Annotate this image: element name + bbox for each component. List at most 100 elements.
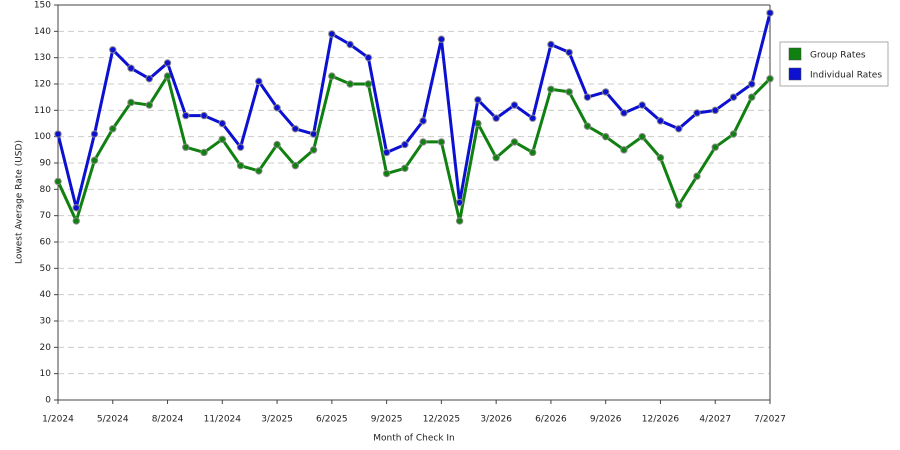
x-tick-label: 12/2025	[423, 415, 460, 425]
point	[455, 217, 464, 225]
point	[382, 169, 391, 178]
y-tick-label: 140	[34, 27, 51, 37]
point	[163, 59, 172, 67]
y-tick-label: 40	[40, 290, 52, 300]
point	[437, 35, 446, 43]
point	[620, 109, 628, 117]
x-tick-label: 8/2024	[152, 415, 184, 425]
x-tick-label: 1/2024	[42, 415, 74, 425]
y-tick-label: 150	[34, 1, 51, 11]
x-tick-label: 12/2026	[642, 415, 680, 425]
y-tick-label: 100	[34, 132, 51, 142]
x-tick-label: 6/2025	[316, 415, 348, 425]
point	[437, 138, 446, 146]
x-tick-label: 9/2025	[371, 415, 403, 425]
y-tick-label: 30	[40, 317, 52, 327]
x-tick-label: 7/2027	[754, 415, 786, 425]
point	[693, 172, 701, 180]
legend-swatch	[788, 67, 802, 81]
point	[90, 156, 99, 165]
legend-label: Group Rates	[810, 51, 866, 61]
point	[711, 143, 719, 151]
point	[236, 161, 245, 170]
point	[328, 72, 336, 80]
x-tick-label: 5/2024	[97, 415, 129, 425]
point	[218, 135, 227, 144]
point	[309, 130, 318, 138]
point	[583, 122, 592, 130]
point	[236, 143, 245, 151]
point	[510, 101, 519, 109]
point	[200, 148, 208, 157]
series-line	[56, 12, 772, 210]
point	[72, 204, 80, 212]
point	[255, 167, 263, 175]
y-tick-label: 130	[34, 53, 51, 63]
y-tick-label: 90	[40, 159, 52, 169]
point	[565, 88, 573, 96]
point	[766, 75, 774, 83]
point	[766, 9, 774, 17]
y-tick-label: 120	[34, 80, 51, 90]
point	[729, 130, 738, 138]
point	[273, 104, 281, 112]
point	[565, 48, 573, 57]
x-tick-label: 9/2026	[590, 415, 622, 425]
point	[729, 93, 738, 101]
x-tick-label: 4/2027	[699, 415, 731, 425]
point	[656, 154, 665, 162]
point	[200, 111, 208, 120]
point	[255, 77, 263, 86]
point	[90, 130, 99, 138]
y-tick-label: 80	[40, 185, 52, 195]
point	[547, 40, 555, 49]
point	[419, 117, 427, 125]
point	[291, 161, 300, 170]
y-tick-label: 50	[40, 264, 52, 274]
point	[510, 138, 519, 146]
point	[145, 75, 153, 83]
x-tick-label: 6/2026	[535, 415, 567, 425]
point	[419, 138, 427, 146]
y-tick-label: 0	[45, 396, 51, 406]
point	[547, 85, 555, 93]
point	[109, 46, 117, 54]
point	[291, 125, 300, 133]
point	[54, 130, 62, 138]
point	[401, 140, 409, 149]
point	[748, 80, 756, 88]
x-tick-label: 3/2026	[480, 415, 512, 425]
point	[675, 201, 683, 209]
point	[401, 164, 409, 172]
point	[474, 96, 482, 104]
point	[638, 132, 646, 141]
point	[492, 114, 500, 122]
point	[748, 93, 756, 101]
point	[620, 146, 628, 154]
point	[711, 106, 719, 115]
point	[309, 146, 318, 154]
point	[145, 101, 153, 109]
point	[693, 109, 701, 117]
y-tick-label: 110	[34, 106, 51, 116]
point	[474, 119, 482, 128]
legend-label: Individual Rates	[810, 71, 882, 81]
point	[127, 98, 135, 107]
y-tick-label: 20	[40, 343, 52, 353]
series-line	[56, 74, 772, 223]
y-tick-label: 70	[40, 211, 52, 221]
point	[127, 64, 135, 72]
point	[583, 93, 592, 101]
point	[601, 132, 610, 141]
point	[492, 154, 500, 162]
point	[273, 140, 281, 149]
point	[455, 198, 464, 207]
point	[528, 148, 537, 157]
point	[656, 117, 665, 125]
y-tick-label: 60	[40, 238, 52, 248]
point	[528, 114, 537, 122]
point	[346, 80, 354, 88]
point	[182, 111, 190, 120]
point	[638, 101, 646, 109]
x-tick-label: 11/2024	[204, 415, 242, 425]
